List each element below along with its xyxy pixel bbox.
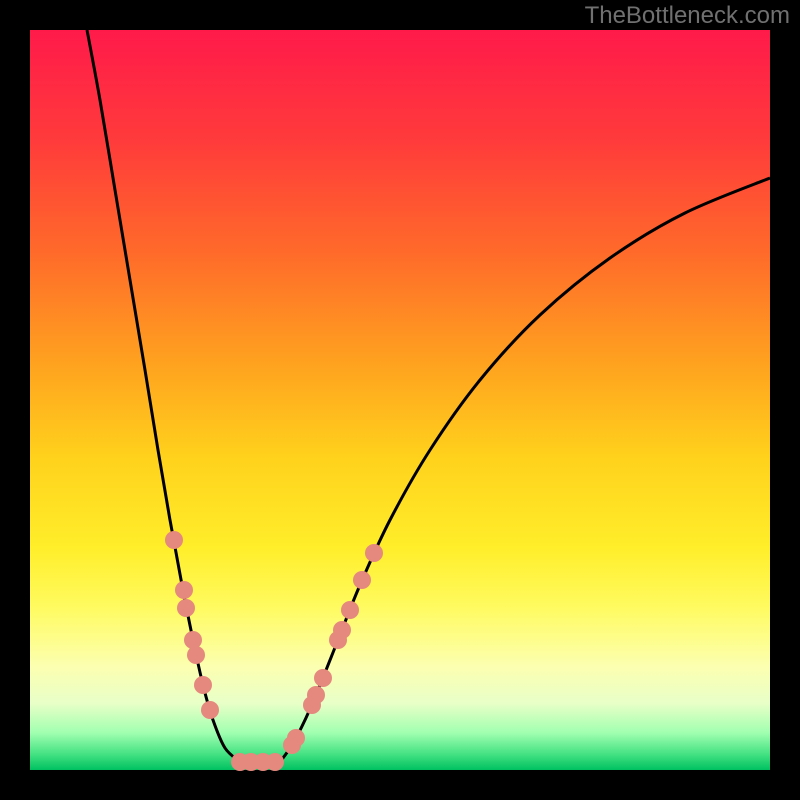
data-marker	[194, 676, 212, 694]
data-marker	[365, 544, 383, 562]
watermark-text: TheBottleneck.com	[585, 2, 790, 30]
chart-root: TheBottleneck.com	[0, 0, 800, 800]
data-marker	[341, 601, 359, 619]
data-marker	[175, 581, 193, 599]
data-marker	[353, 571, 371, 589]
data-marker	[314, 669, 332, 687]
data-marker	[307, 686, 325, 704]
data-marker	[266, 753, 284, 771]
data-marker	[165, 531, 183, 549]
bottleneck-curve-chart	[0, 0, 800, 800]
data-marker	[177, 599, 195, 617]
data-marker	[287, 729, 305, 747]
data-marker	[184, 631, 202, 649]
plot-area	[30, 30, 770, 770]
data-marker	[201, 701, 219, 719]
data-marker	[187, 646, 205, 664]
data-marker	[333, 621, 351, 639]
